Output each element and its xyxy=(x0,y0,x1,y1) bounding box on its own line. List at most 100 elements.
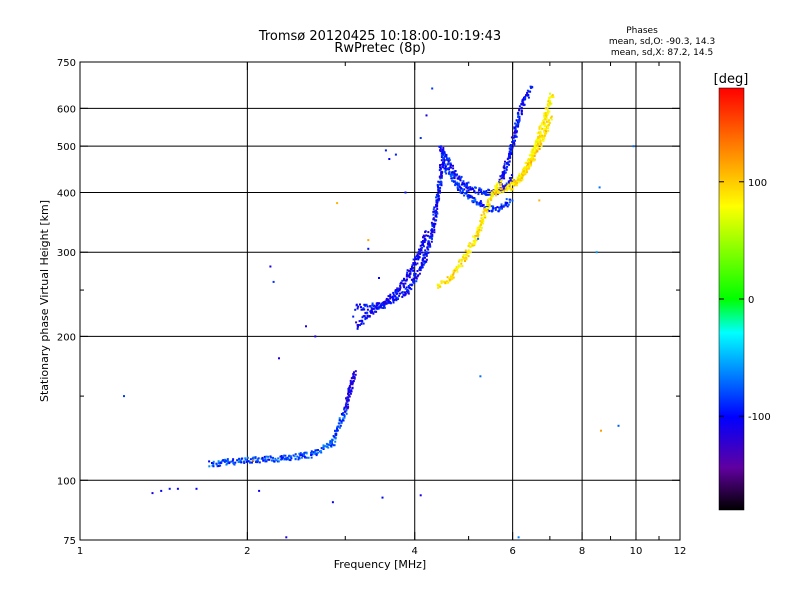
data-point xyxy=(279,455,282,458)
data-point xyxy=(506,187,509,190)
data-point xyxy=(417,251,420,253)
data-point xyxy=(480,229,483,232)
data-point xyxy=(361,320,363,323)
data-point xyxy=(424,256,426,259)
data-point xyxy=(270,456,273,459)
data-point xyxy=(272,456,274,459)
data-point xyxy=(273,460,276,463)
data-point xyxy=(405,286,408,289)
data-point xyxy=(519,174,522,177)
x-tick-label: 8 xyxy=(579,546,585,557)
data-point xyxy=(465,258,468,261)
data-point xyxy=(499,187,502,190)
data-point xyxy=(442,150,445,153)
data-point xyxy=(428,242,431,245)
data-point xyxy=(425,251,428,254)
data-point xyxy=(241,457,244,460)
data-point xyxy=(322,446,324,449)
data-point xyxy=(452,164,454,167)
data-point xyxy=(336,428,339,430)
data-point xyxy=(435,210,438,213)
data-point xyxy=(348,389,351,392)
data-point xyxy=(472,201,475,204)
data-point xyxy=(304,451,307,454)
data-point xyxy=(433,231,436,234)
data-point xyxy=(503,185,506,188)
data-point xyxy=(538,126,541,129)
data-point xyxy=(262,459,265,462)
data-point xyxy=(508,163,510,166)
data-point xyxy=(441,163,444,166)
data-point xyxy=(518,117,521,120)
data-point xyxy=(364,303,367,306)
data-point xyxy=(361,316,364,319)
data-point xyxy=(424,249,427,252)
data-point xyxy=(357,305,360,308)
data-point xyxy=(410,288,413,291)
data-point xyxy=(349,383,352,386)
data-point xyxy=(423,262,426,265)
data-point xyxy=(317,451,320,454)
data-point xyxy=(176,487,179,490)
data-point xyxy=(448,172,450,175)
data-point xyxy=(406,290,408,293)
data-point xyxy=(275,459,278,462)
data-point xyxy=(419,494,422,497)
data-point xyxy=(378,302,380,305)
data-point xyxy=(453,172,456,175)
data-point xyxy=(479,220,482,223)
data-point xyxy=(534,152,537,155)
data-point xyxy=(160,489,163,492)
data-point xyxy=(505,168,508,171)
data-point xyxy=(352,373,355,376)
data-point xyxy=(481,192,484,195)
data-point xyxy=(448,278,451,281)
data-point xyxy=(354,370,357,373)
data-point xyxy=(462,256,464,259)
data-point xyxy=(429,235,432,238)
data-point xyxy=(287,458,290,460)
data-point xyxy=(530,160,533,163)
data-point xyxy=(436,185,439,187)
data-point xyxy=(479,375,482,378)
data-point xyxy=(428,236,431,239)
data-point xyxy=(532,159,535,162)
data-point xyxy=(351,383,354,386)
data-point xyxy=(431,228,433,231)
data-point xyxy=(490,191,493,194)
data-point xyxy=(434,219,437,222)
data-point xyxy=(526,89,529,92)
data-point xyxy=(327,446,330,449)
data-point xyxy=(441,171,444,174)
data-point xyxy=(422,236,424,239)
data-point xyxy=(520,106,523,109)
data-point xyxy=(500,187,503,190)
data-point xyxy=(486,207,489,210)
data-point xyxy=(550,118,553,121)
data-point xyxy=(223,460,226,463)
data-point xyxy=(227,460,230,463)
data-point xyxy=(233,462,236,465)
data-point xyxy=(485,191,488,194)
data-point xyxy=(551,94,554,97)
data-point xyxy=(500,183,503,186)
y-tick-label: 750 xyxy=(57,58,76,69)
data-point xyxy=(549,96,552,99)
data-point xyxy=(459,177,462,179)
data-point xyxy=(496,187,499,189)
data-point xyxy=(445,172,448,175)
data-point xyxy=(285,458,288,461)
data-point xyxy=(366,315,369,318)
data-point xyxy=(517,121,520,124)
data-point xyxy=(547,129,550,132)
data-point xyxy=(431,225,434,228)
data-point xyxy=(539,144,542,146)
data-point xyxy=(501,176,504,179)
data-point xyxy=(272,280,275,283)
data-point xyxy=(343,415,346,417)
data-point xyxy=(446,158,449,161)
data-point xyxy=(539,126,542,129)
data-point xyxy=(469,196,472,199)
data-point xyxy=(277,460,280,463)
data-point xyxy=(438,190,441,192)
